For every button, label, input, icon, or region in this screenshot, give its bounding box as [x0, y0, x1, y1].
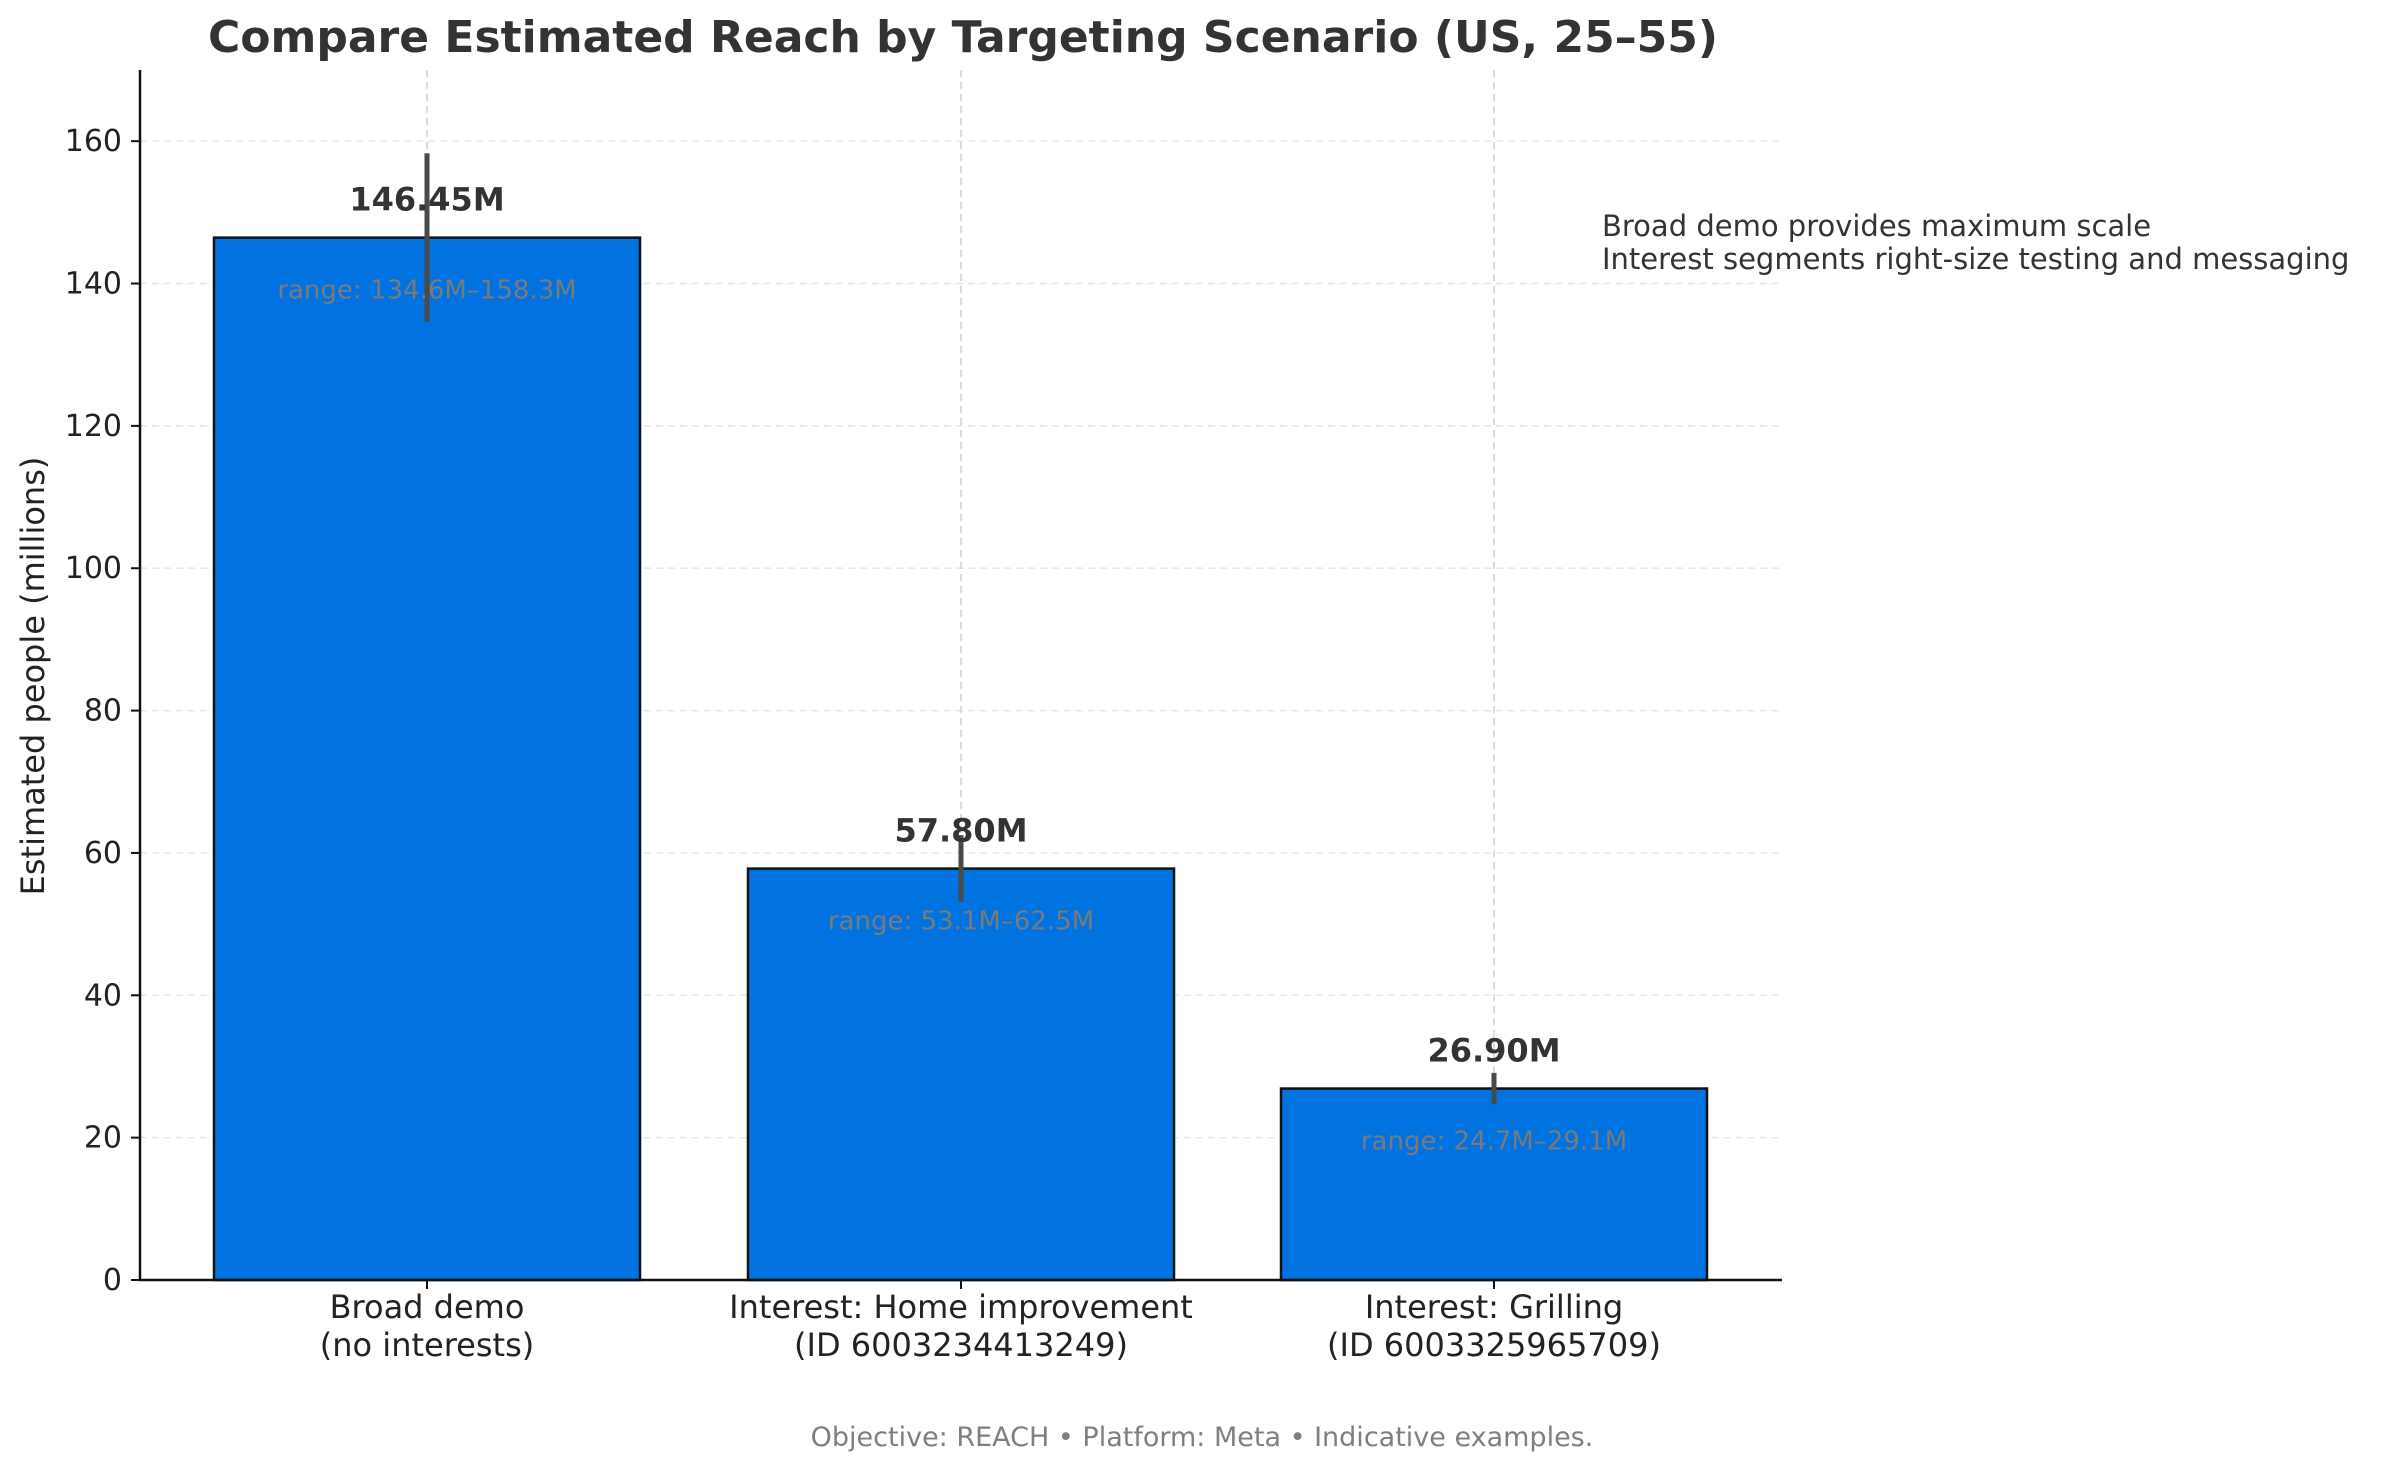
- range-label: range: 134.6M–158.3M: [277, 276, 576, 306]
- x-tick-label: Interest: Home improvement: [729, 1288, 1193, 1326]
- value-label: 146.45M: [349, 181, 504, 219]
- x-tick-label: Broad demo: [330, 1288, 525, 1326]
- y-tick-label: 0: [103, 1263, 122, 1298]
- y-tick-label: 60: [84, 836, 122, 871]
- y-tick-label: 120: [65, 409, 122, 444]
- range-label: range: 53.1M–62.5M: [828, 907, 1094, 937]
- bar: [212, 236, 642, 1282]
- y-tick-label: 140: [65, 267, 122, 302]
- annotation: Broad demo provides maximum scaleInteres…: [1602, 209, 2349, 276]
- x-tick-label: (ID 6003325965709): [1327, 1326, 1661, 1364]
- value-label: 57.80M: [894, 812, 1027, 850]
- x-tick-label: (no interests): [320, 1326, 534, 1364]
- x-tick-label: Interest: Grilling: [1365, 1288, 1623, 1326]
- data-labels: 146.45M 57.80M 26.90M range: 134.6M–158.3M r…: [277, 153, 1627, 1157]
- y-tick-label: 20: [84, 1121, 122, 1156]
- y-tick-label: 100: [65, 551, 122, 586]
- axes: 0 20 40 60 80 100 120 140 160 Broad demo(no inter…: [65, 70, 1782, 1364]
- value-label: 26.90M: [1427, 1032, 1560, 1070]
- y-tick-label: 160: [65, 124, 122, 159]
- annotation-line: Broad demo provides maximum scale: [1602, 209, 2151, 243]
- bars: [212, 236, 1709, 1282]
- annotation-line: Interest segments right-size testing and…: [1602, 242, 2349, 276]
- y-tick-label: 40: [84, 978, 122, 1013]
- bar: [1279, 1087, 1709, 1282]
- footnote: Objective: REACH • Platform: Meta • Indi…: [811, 1422, 1594, 1453]
- bar: [746, 867, 1176, 1282]
- chart-title: Compare Estimated Reach by Targeting Sce…: [208, 12, 1718, 63]
- y-axis-title: Estimated people (millions): [14, 457, 52, 896]
- range-label: range: 24.7M–29.1M: [1361, 1127, 1627, 1157]
- y-tick-label: 80: [84, 694, 122, 729]
- x-tick-label: (ID 6003234413249): [794, 1326, 1128, 1364]
